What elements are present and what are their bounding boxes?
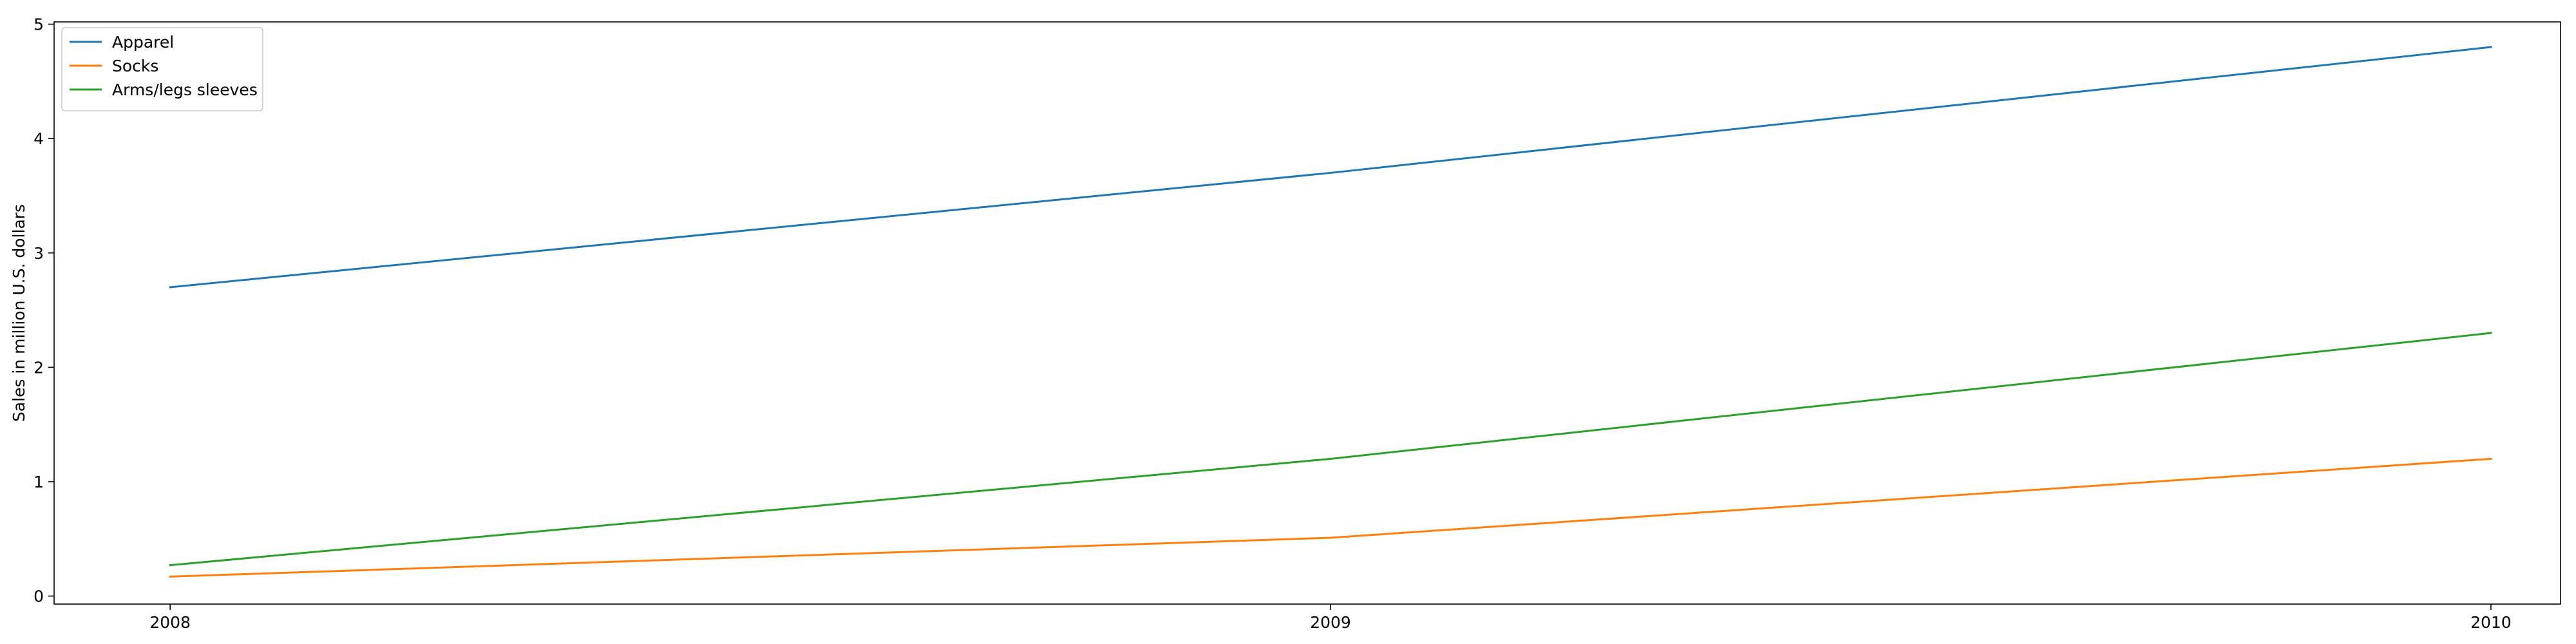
data-point-socks	[1329, 536, 1332, 539]
data-point-arms-legs-sleeves	[2490, 332, 2492, 334]
data-point-socks	[2490, 457, 2492, 460]
y-axis-ticks: 0 1 2 3 4 5	[33, 15, 54, 606]
x-tick-label: 2008	[149, 613, 191, 632]
data-point-apparel	[2490, 46, 2492, 48]
data-point-socks	[169, 575, 171, 578]
y-tick-label: 0	[33, 587, 44, 606]
y-tick-label: 3	[33, 244, 44, 263]
data-point-arms-legs-sleeves	[1329, 457, 1332, 460]
y-tick-label: 2	[33, 358, 44, 377]
x-tick-label: 2010	[2470, 613, 2512, 632]
data-point-arms-legs-sleeves	[169, 564, 171, 567]
data-point-apparel	[1329, 171, 1332, 174]
x-tick-label: 2009	[1310, 613, 1351, 632]
legend-box	[61, 27, 263, 111]
plot-area-frame	[53, 21, 2561, 605]
y-tick-label: 1	[33, 473, 44, 491]
x-axis-ticks: 2008 2009 2010	[149, 604, 2512, 632]
series-lines	[169, 46, 2492, 578]
y-axis-label: Sales in million U.S. dollars	[10, 204, 28, 422]
data-point-apparel	[169, 286, 171, 289]
y-tick-label: 5	[33, 15, 44, 34]
y-tick-label: 4	[33, 129, 44, 148]
legend-label: Apparel	[112, 33, 174, 52]
legend-label: Arms/legs sleeves	[112, 80, 258, 99]
legend-label: Socks	[112, 57, 158, 75]
legend: Apparel Socks Arms/legs sleeves	[61, 27, 263, 111]
